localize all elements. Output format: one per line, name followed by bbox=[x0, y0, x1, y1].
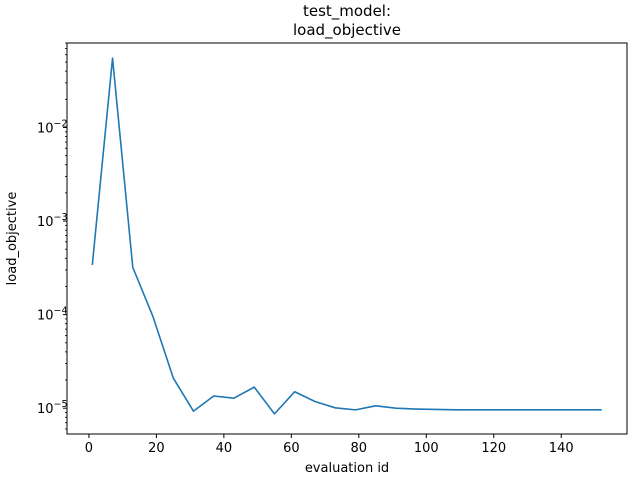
axes-frame bbox=[67, 43, 627, 434]
y-axis-ticks: 10−5 10−4 10−3 10−2 bbox=[37, 43, 68, 429]
x-axis-label: evaluation id bbox=[305, 461, 389, 476]
x-tick-label: 0 bbox=[85, 441, 93, 456]
x-tick-label: 100 bbox=[414, 441, 439, 456]
series-line bbox=[92, 58, 601, 414]
x-tick-label: 80 bbox=[351, 441, 368, 456]
chart-title-line: load_objective bbox=[293, 21, 401, 40]
x-tick-label: 140 bbox=[549, 441, 574, 456]
y-tick-label: 10−5 bbox=[37, 399, 68, 417]
chart-title-line: test_model: bbox=[303, 2, 391, 21]
y-tick-label: 10−2 bbox=[37, 118, 68, 136]
y-axis-label: load_objective bbox=[5, 192, 20, 286]
x-tick-label: 60 bbox=[283, 441, 300, 456]
chart-title: test_model:load_objective bbox=[293, 2, 401, 40]
x-tick-label: 20 bbox=[148, 441, 165, 456]
x-tick-label: 40 bbox=[216, 441, 233, 456]
x-tick-label: 120 bbox=[481, 441, 506, 456]
x-axis-ticks: 0 20 40 60 80 100 120 140 bbox=[85, 434, 574, 456]
plot-area bbox=[92, 58, 601, 414]
y-tick-label: 10−3 bbox=[37, 212, 68, 230]
y-tick-label: 10−4 bbox=[37, 306, 68, 324]
